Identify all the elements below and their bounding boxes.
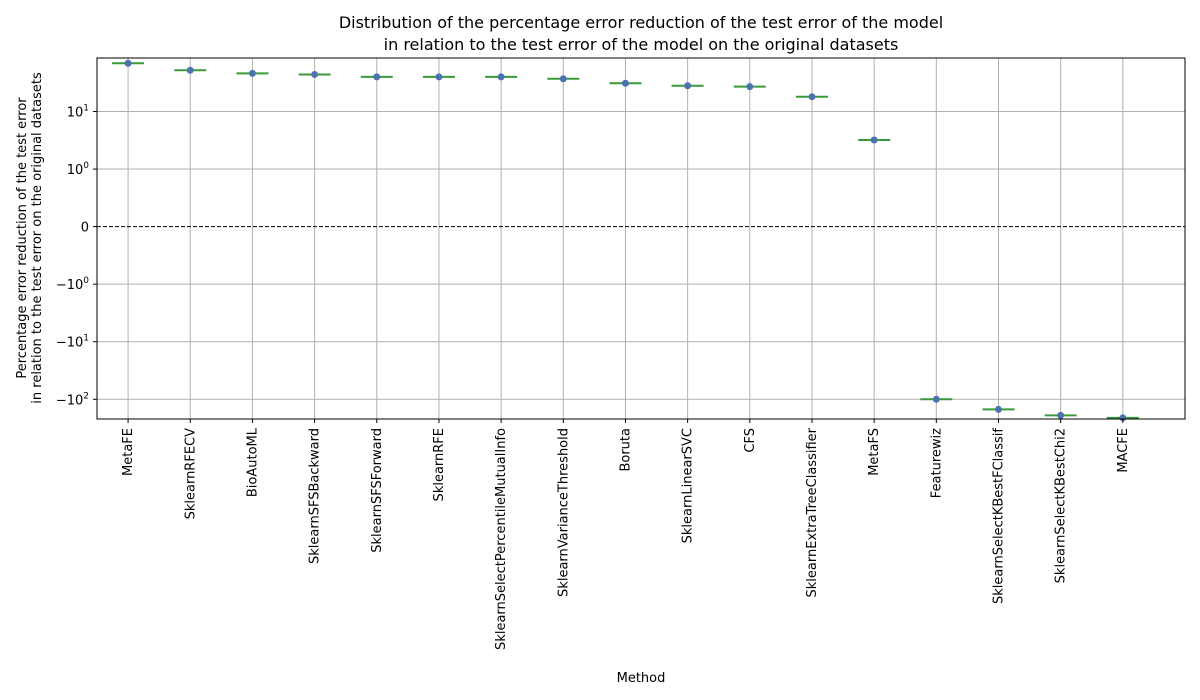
x-tick-label: MetaFS bbox=[867, 428, 882, 476]
mean-point-6 bbox=[497, 73, 505, 81]
plot-frame bbox=[96, 57, 1186, 420]
x-tick-label: SklearnRFE bbox=[432, 428, 447, 501]
y-tick-label: 0 bbox=[81, 221, 89, 236]
x-tick-label: Boruta bbox=[618, 428, 633, 472]
grid-layer bbox=[97, 58, 1185, 419]
y-axis-ticks: 101 100 0 −100 −101 −102 bbox=[56, 103, 97, 408]
mean-point-5 bbox=[435, 73, 443, 81]
x-tick-label: CFS bbox=[743, 428, 758, 453]
mean-point-13 bbox=[932, 395, 940, 403]
mean-point-15 bbox=[1057, 411, 1065, 419]
x-tick-label: SklearnExtraTreeClassifier bbox=[805, 427, 820, 597]
y-tick-label: 100 bbox=[67, 161, 90, 178]
mean-point-12 bbox=[870, 136, 878, 144]
x-tick-label: MACFE bbox=[1116, 428, 1131, 473]
x-axis-ticks: MetaFE SklearnRFECV BioAutoML SklearnSFSBac… bbox=[121, 419, 1131, 650]
x-tick-label: SklearnSelectKBestChi2 bbox=[1054, 428, 1069, 583]
x-tick-label: BioAutoML bbox=[245, 427, 260, 497]
x-axis-label: Method bbox=[617, 671, 666, 686]
mean-point-4 bbox=[373, 73, 381, 81]
mean-point-14 bbox=[994, 405, 1002, 413]
mean-point-10 bbox=[746, 83, 754, 91]
y-axis-label-line-1: Percentage error reduction of the test e… bbox=[15, 97, 30, 379]
data-marks-layer bbox=[112, 59, 1139, 422]
x-tick-label: SklearnSelectKBestFClassif bbox=[991, 428, 1006, 604]
y-axis-label-line-2: in relation to the test error on the ori… bbox=[30, 72, 45, 404]
x-tick-label: SklearnLinearSVC bbox=[681, 428, 696, 543]
x-tick-label: SklearnRFECV bbox=[183, 428, 198, 520]
x-tick-label: SklearnSelectPercentileMutualInfo bbox=[494, 428, 509, 650]
mean-point-3 bbox=[311, 70, 319, 78]
mean-point-9 bbox=[684, 82, 692, 90]
y-tick-label: −102 bbox=[56, 391, 89, 408]
mean-point-7 bbox=[559, 75, 567, 83]
mean-point-8 bbox=[621, 79, 629, 87]
x-tick-label: MetaFE bbox=[121, 428, 136, 476]
x-tick-label: SklearnSFSForward bbox=[370, 428, 385, 553]
chart-title-line-2: in relation to the test error of the mod… bbox=[384, 35, 899, 54]
mean-point-2 bbox=[248, 69, 256, 77]
y-tick-label: −101 bbox=[56, 334, 89, 351]
y-tick-label: 101 bbox=[67, 103, 89, 120]
x-tick-label: SklearnSFSBackward bbox=[308, 428, 323, 564]
mean-point-0 bbox=[124, 59, 132, 67]
chart-title-line-1: Distribution of the percentage error red… bbox=[339, 13, 943, 32]
y-tick-label: −100 bbox=[56, 276, 89, 293]
x-tick-label: SklearnVarianceThreshold bbox=[556, 428, 571, 597]
mean-point-11 bbox=[808, 93, 816, 101]
mean-point-1 bbox=[186, 66, 194, 74]
x-tick-label: Featurewiz bbox=[929, 428, 944, 498]
